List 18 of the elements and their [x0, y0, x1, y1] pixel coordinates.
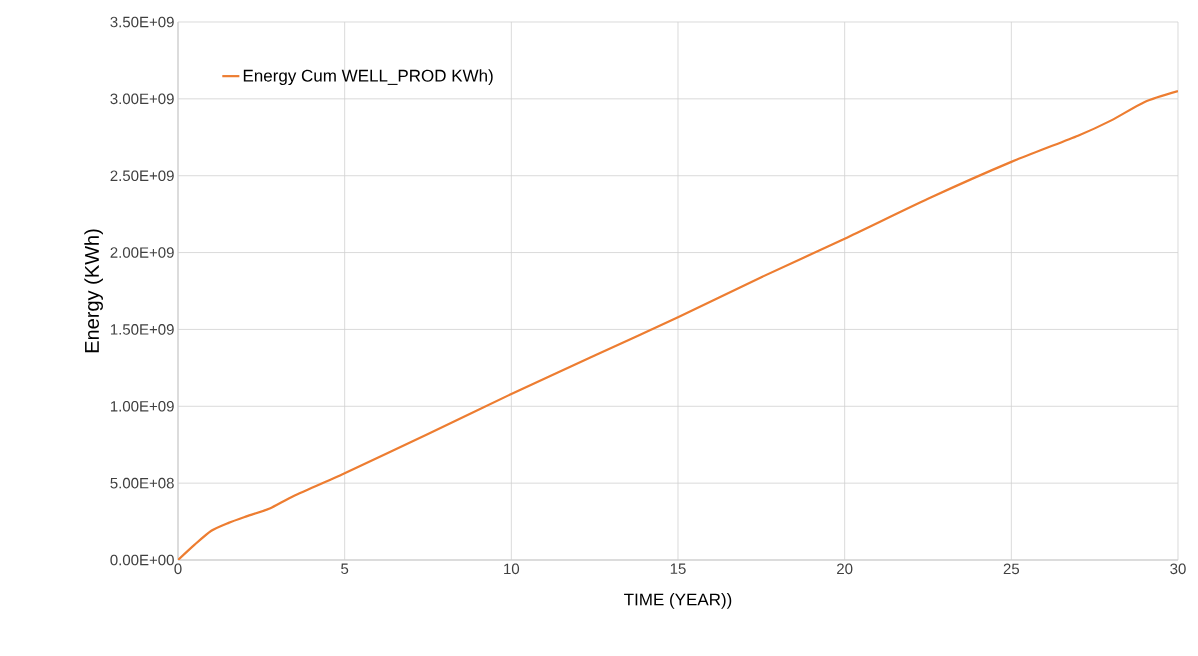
y-tick-label: 3.50E+09	[110, 16, 174, 28]
x-tick-label: 0	[174, 563, 182, 575]
y-tick-label: 3.00E+09	[110, 93, 174, 105]
legend-label: Energy Cum WELL_PROD KWh)	[243, 69, 493, 86]
x-tick-label: 30	[1170, 563, 1186, 575]
x-tick-label: 20	[837, 563, 853, 575]
x-tick-label: 5	[341, 563, 349, 574]
x-axis-title: TIME (YEAR))	[624, 593, 732, 609]
y-tick-label: 0.00E+00	[110, 554, 174, 566]
y-tick-label: 2.00E+09	[110, 247, 174, 258]
y-tick-label: 1.00E+09	[110, 400, 174, 412]
y-tick-label: 2.50E+09	[110, 170, 174, 182]
x-tick-label: 10	[504, 563, 520, 575]
x-tick-label: 25	[1003, 563, 1020, 575]
y-axis-title: Energy (KWh)	[84, 229, 103, 353]
x-tick-label: 15	[670, 563, 686, 574]
y-tick-label: 1.50E+09	[110, 324, 174, 335]
y-tick-label: 5.00E+08	[110, 477, 174, 489]
